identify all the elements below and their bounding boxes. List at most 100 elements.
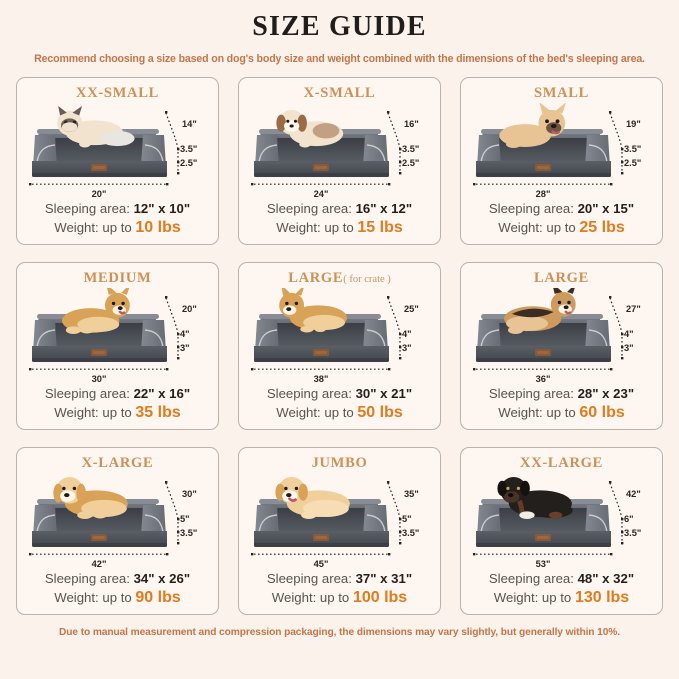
sleeping-area-line: Sleeping area: 30" x 21" [245, 384, 434, 403]
size-card-specs: Sleeping area: 12" x 10" Weight: up to 1… [17, 198, 218, 244]
width-dimension-line [251, 553, 391, 556]
dog-golden-retriever-illustration [53, 476, 128, 519]
size-card[interactable]: LARGE [460, 262, 663, 430]
size-card-title: X-SMALL [239, 78, 440, 101]
dimension-base-height: 3" [624, 343, 634, 353]
size-card-title-text: LARGE [533, 270, 590, 286]
sleeping-area-label: Sleeping area: [488, 201, 578, 216]
weight-line: Weight: up to 15 lbs [245, 218, 434, 237]
horizontal-dimension: 36" [473, 366, 613, 384]
dimension-width: 42" [91, 559, 107, 569]
size-card-specs: Sleeping area: 28" x 23" Weight: up to 6… [461, 383, 662, 429]
weight-value: 60 lbs [579, 404, 625, 421]
bed-graphic [471, 475, 616, 555]
weight-line: Weight: up to 25 lbs [467, 218, 656, 237]
horizontal-dimension: 42" [29, 551, 169, 569]
dimension-lines [387, 296, 402, 360]
size-card[interactable]: SMALL [460, 77, 663, 245]
width-dimension-line [473, 553, 613, 556]
bed-illustration-area: 35" 5" 3.5" 45" [239, 471, 440, 569]
dimension-lines [387, 481, 402, 545]
size-card-title: LARGE [461, 263, 662, 286]
weight-value: 130 lbs [574, 589, 630, 606]
dimension-total-height: 35" [404, 489, 419, 499]
horizontal-dimension: 38" [251, 366, 391, 384]
footer-disclaimer: Due to manual measurement and compressio… [59, 627, 620, 638]
bed-illustration-area: 27" 4" 3" 36" [461, 286, 662, 384]
bed-graphic [471, 103, 616, 185]
vertical-dimensions: 42" 6" 3.5" [604, 475, 658, 553]
dimension-base-height: 3" [180, 343, 190, 353]
size-card[interactable]: JUMBO [238, 447, 441, 615]
size-card-title: JUMBO [239, 448, 440, 471]
sleeping-area-line: Sleeping area: 37" x 31" [245, 569, 434, 588]
dimension-mid-height: 4" [624, 329, 634, 339]
weight-label: Weight: up to [498, 405, 580, 420]
vertical-dimensions: 27" 4" 3" [604, 290, 658, 368]
dimension-mid-height: 4" [180, 329, 190, 339]
sleeping-area-line: Sleeping area: 16" x 12" [245, 199, 434, 218]
size-card[interactable]: MEDIUM [16, 262, 219, 430]
sleeping-area-line: Sleeping area: 34" x 26" [23, 569, 212, 588]
dog-french-bulldog-illustration [499, 103, 566, 148]
sleeping-area-value: 22" x 16" [133, 386, 191, 401]
dimension-mid-height: 3.5" [402, 144, 420, 154]
size-card[interactable]: X-LARGE [16, 447, 219, 615]
size-card-title-text: LARGE [288, 270, 344, 286]
size-card-title-text: X-SMALL [303, 85, 376, 101]
dog-rottweiler-illustration [497, 476, 573, 519]
bed-illustration-area: 19" 3.5" 2.5" 28" [461, 101, 662, 199]
size-card-title: LARGE( for crate ) [239, 263, 440, 286]
size-card-title: X-LARGE [17, 448, 218, 471]
dimension-lines [609, 296, 624, 360]
size-card-specs: Sleeping area: 20" x 15" Weight: up to 2… [461, 198, 662, 244]
dimension-total-height: 25" [404, 304, 419, 314]
sleeping-area-label: Sleeping area: [488, 571, 578, 586]
dimension-lines [165, 481, 180, 545]
dimension-base-height: 2.5" [180, 158, 198, 168]
bed-graphic [471, 288, 616, 370]
dimension-lines [387, 111, 402, 175]
dimension-mid-height: 3.5" [180, 144, 198, 154]
dimension-total-height: 20" [182, 304, 197, 314]
dimension-width: 20" [91, 189, 107, 199]
size-card[interactable]: LARGE( for crate ) [238, 262, 441, 430]
weight-label: Weight: up to [54, 405, 136, 420]
dimension-mid-height: 3.5" [624, 144, 642, 154]
weight-value: 15 lbs [357, 219, 403, 236]
size-card[interactable]: X-SMALL [238, 77, 441, 245]
dimension-mid-height: 4" [402, 329, 412, 339]
dimension-width: 28" [535, 189, 551, 199]
page-subtitle: Recommend choosing a size based on dog's… [34, 53, 645, 65]
dimension-total-height: 14" [182, 119, 197, 129]
sleeping-area-value: 34" x 26" [133, 571, 191, 586]
width-dimension-line [251, 183, 391, 186]
cat-ragdoll-illustration [57, 106, 135, 148]
weight-label: Weight: up to [276, 405, 358, 420]
dimension-base-height: 3.5" [624, 528, 642, 538]
width-dimension-line [251, 368, 391, 371]
size-card-specs: Sleeping area: 16" x 12" Weight: up to 1… [239, 198, 440, 244]
bed-illustration-area: 16" 3.5" 2.5" 24" [239, 101, 440, 199]
size-card-title-text: X-LARGE [81, 455, 154, 471]
dog-bed-illustration [476, 499, 611, 547]
dog-shih-tzu-illustration [276, 109, 344, 148]
weight-value: 35 lbs [135, 404, 181, 421]
weight-label: Weight: up to [276, 220, 358, 235]
sleeping-area-label: Sleeping area: [44, 571, 134, 586]
dog-bed-illustration [254, 314, 389, 362]
weight-line: Weight: up to 60 lbs [467, 403, 656, 422]
weight-line: Weight: up to 50 lbs [245, 403, 434, 422]
sleeping-area-line: Sleeping area: 28" x 23" [467, 384, 656, 403]
width-dimension-line [473, 368, 613, 371]
size-card[interactable]: XX-SMALL [16, 77, 219, 245]
sleeping-area-value: 37" x 31" [355, 571, 413, 586]
size-card-title: XX-LARGE [461, 448, 662, 471]
weight-label: Weight: up to [498, 220, 580, 235]
weight-value: 100 lbs [352, 589, 408, 606]
size-card[interactable]: XX-LARGE [460, 447, 663, 615]
dimension-width: 24" [313, 189, 329, 199]
dimension-lines [165, 111, 180, 175]
size-card-title-sub: ( for crate ) [343, 274, 391, 285]
weight-line: Weight: up to 90 lbs [23, 588, 212, 607]
